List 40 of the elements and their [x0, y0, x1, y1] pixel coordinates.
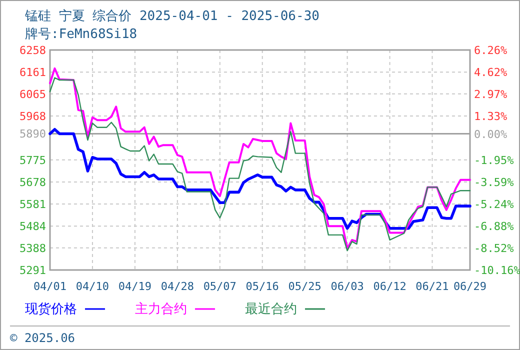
- chart-title: 锰硅 宁夏 综合价 2025-04-01 - 2025-06-30: [24, 8, 320, 24]
- y2-tick-label: -6.88%: [474, 220, 514, 234]
- y-tick-label: 5388: [20, 242, 46, 255]
- x-tick-label: 05/25: [288, 280, 322, 293]
- y2-tick-label: -5.24%: [474, 198, 514, 212]
- y2-tick-label: 4.62%: [474, 66, 508, 79]
- legend-label: 主力合约: [135, 301, 187, 317]
- x-tick-label: 04/01: [33, 280, 67, 293]
- y2-tick-label: -3.59%: [474, 176, 514, 189]
- y2-tick-label: 1.33%: [474, 110, 508, 124]
- y-tick-label: 6065: [20, 88, 46, 101]
- y-tick-label: 5968: [20, 110, 46, 123]
- legend-label: 最近合约: [245, 302, 297, 317]
- y-tick-label: 6161: [20, 66, 46, 80]
- y2-tick-label: -1.95%: [474, 154, 514, 167]
- y2-tick-label: 0.00%: [474, 128, 508, 141]
- y-tick-label: 6258: [20, 44, 46, 57]
- x-tick-label: 05/07: [203, 280, 236, 293]
- chart-subtitle: 牌号:FeMn68Si18: [25, 27, 138, 42]
- x-tick-label: 04/19: [118, 280, 152, 293]
- y2-tick-label: -8.52%: [474, 242, 514, 256]
- x-tick-label: 04/10: [76, 280, 110, 293]
- x-tick-label: 04/28: [160, 280, 194, 293]
- x-tick-label: 06/03: [330, 280, 364, 293]
- y-tick-label: 5775: [20, 154, 46, 167]
- y-tick-label: 5678: [20, 176, 46, 189]
- x-tick-label: 06/29: [453, 280, 487, 293]
- x-tick-label: 06/21: [416, 280, 449, 293]
- y-tick-label: 5291: [20, 264, 46, 277]
- y-tick-label: 5581: [20, 198, 46, 212]
- legend-label: 现货价格: [25, 302, 77, 317]
- y-tick-label: 5890: [20, 128, 46, 141]
- x-tick-label: 05/16: [246, 280, 279, 293]
- y2-tick-label: 6.26%: [474, 44, 508, 57]
- text: © 2025.06: [10, 331, 76, 345]
- y-tick-label: 5484: [20, 220, 46, 234]
- line-series: [48, 128, 472, 230]
- y2-tick-label: -10.16%: [474, 264, 520, 277]
- y2-tick-label: 2.97%: [474, 88, 508, 102]
- x-tick-label: 06/12: [373, 280, 406, 293]
